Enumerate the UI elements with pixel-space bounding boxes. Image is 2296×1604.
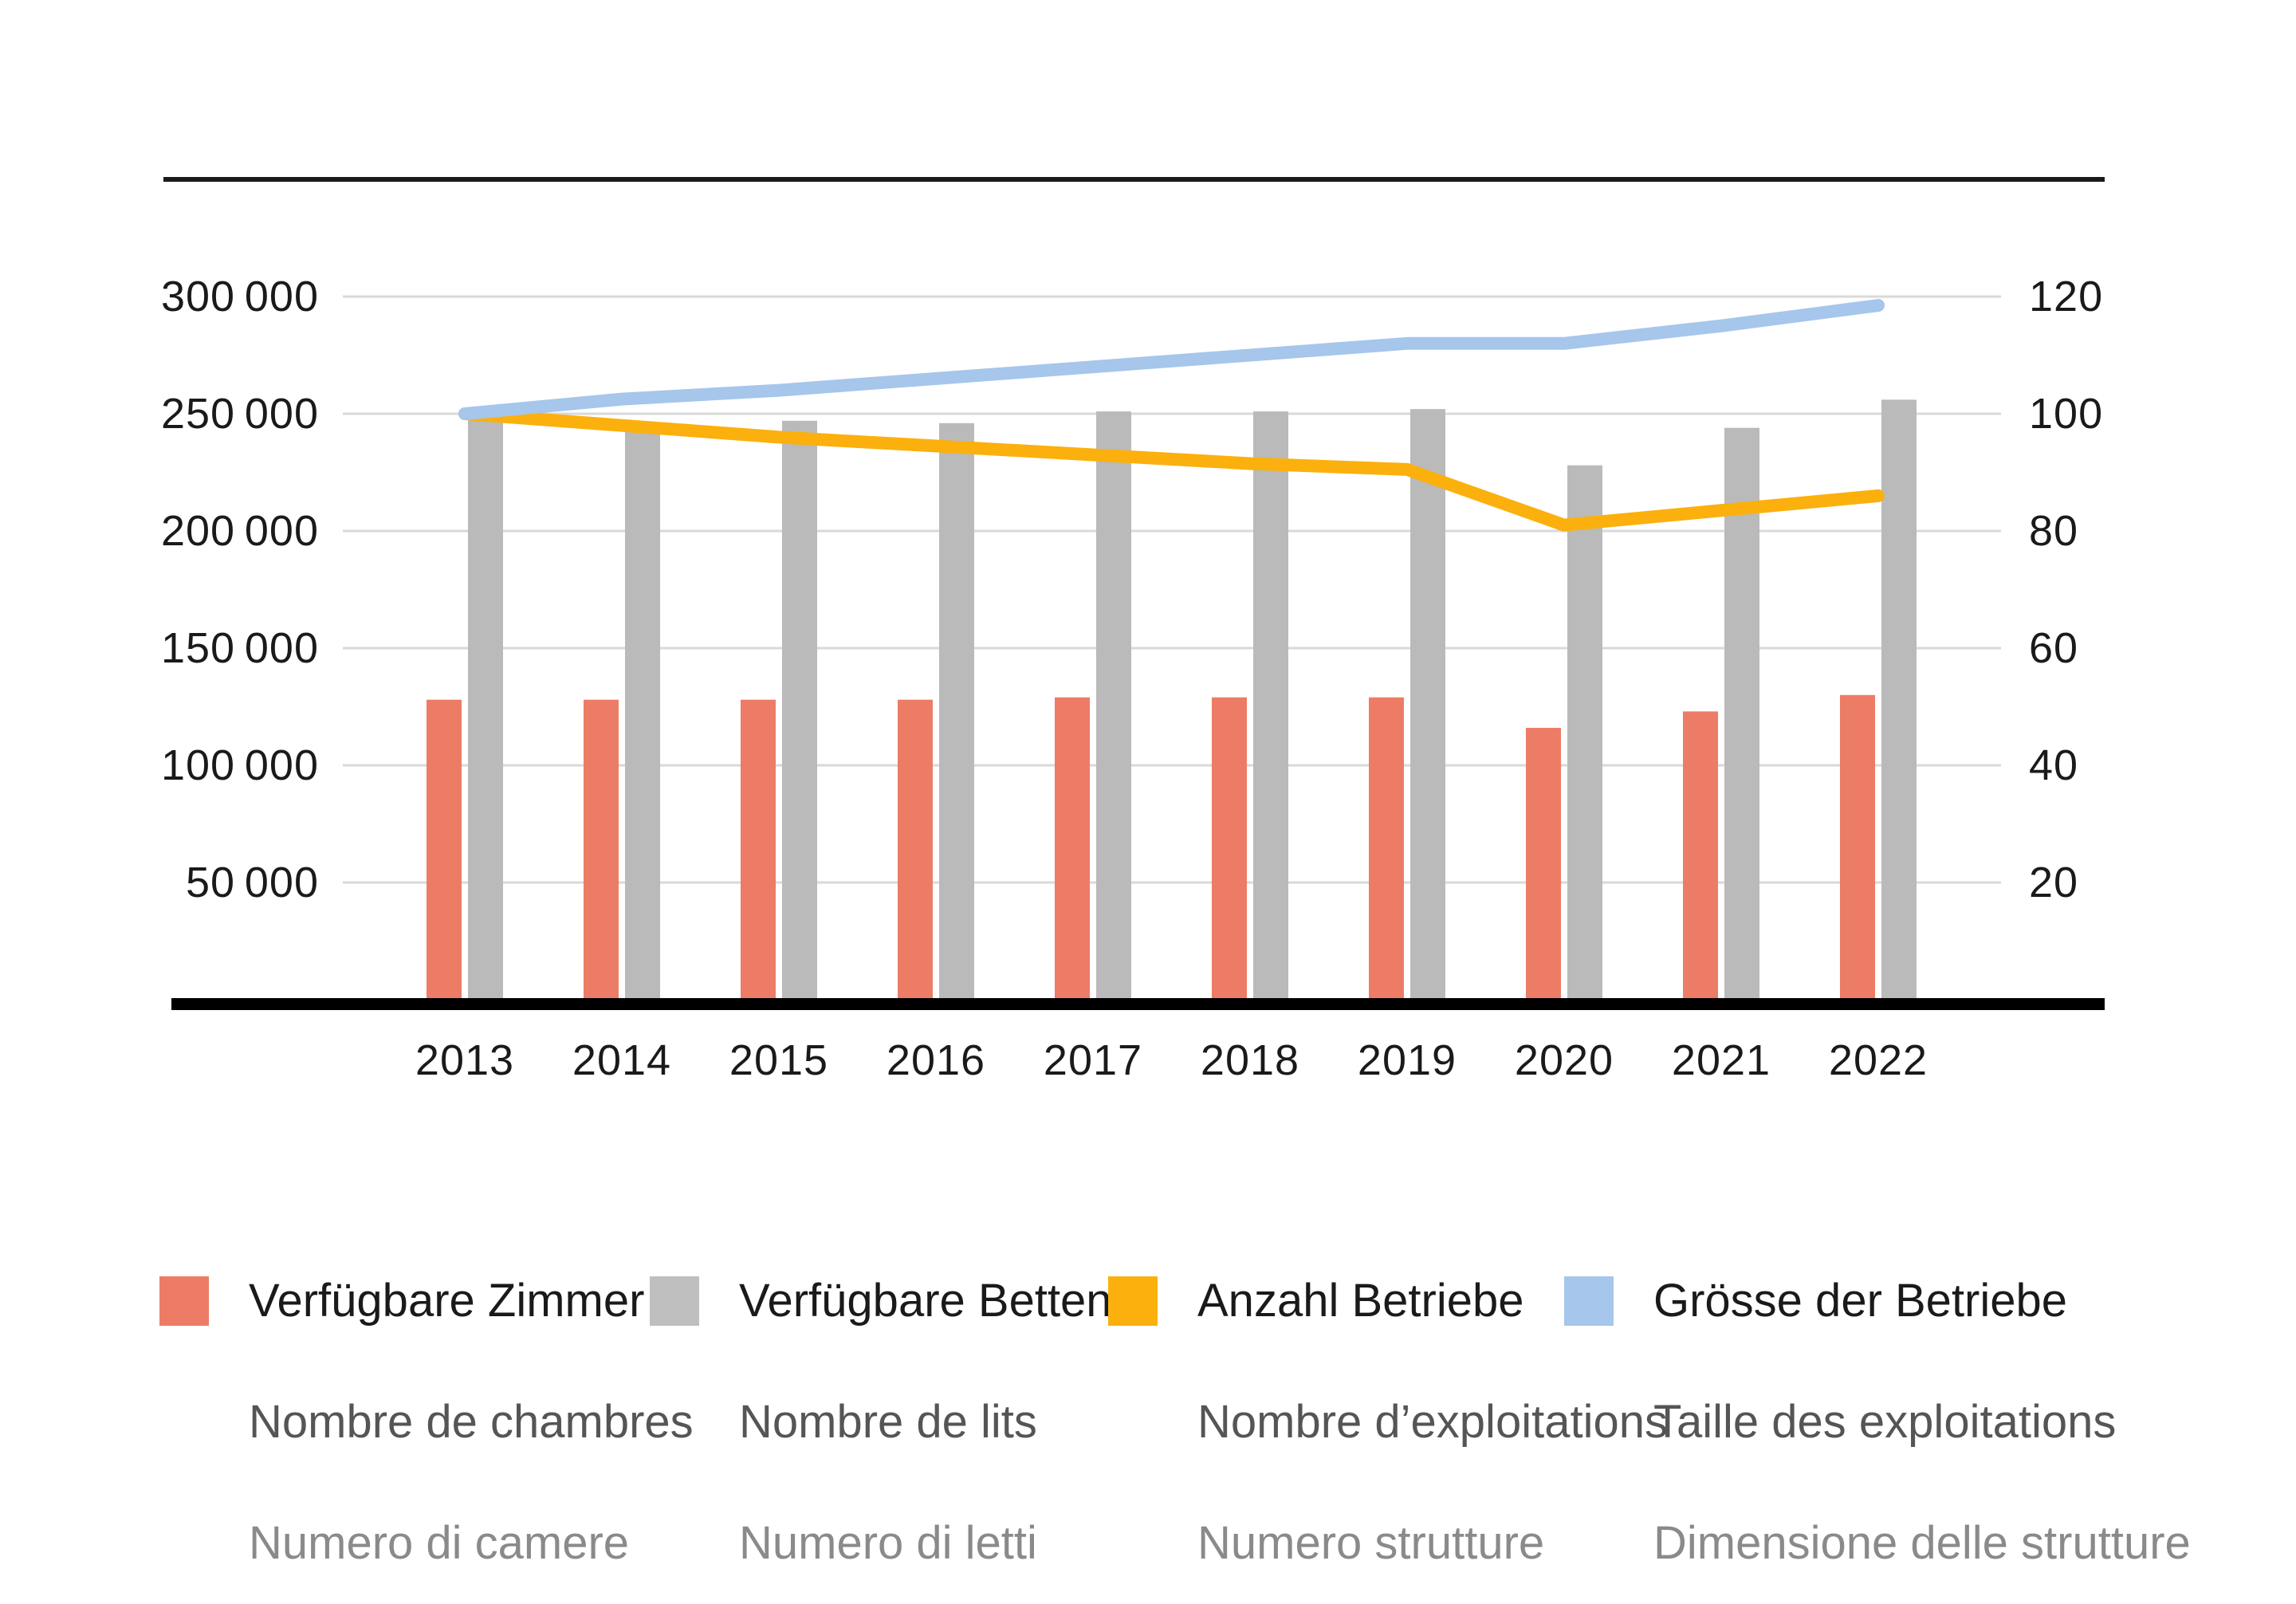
bar-betten-2015 xyxy=(782,420,817,1003)
bar-betten-2018 xyxy=(1253,411,1288,1003)
tick-left-250000: 250 000 xyxy=(160,390,319,438)
bar-zimmer-2013 xyxy=(427,699,462,1003)
year-label-2021: 2021 xyxy=(1671,1036,1771,1084)
bar-betten-2022 xyxy=(1881,399,1917,1003)
year-label-2016: 2016 xyxy=(886,1036,986,1084)
legend-label-line-1: Nombre de chambres xyxy=(249,1396,694,1448)
legend-label-line-2: Dimensione delle strutture xyxy=(1653,1517,2191,1569)
bar-betten-2020 xyxy=(1567,465,1602,1003)
bar-zimmer-2021 xyxy=(1683,711,1718,1003)
x-axis-line xyxy=(171,998,2105,1010)
legend-item-0: Verfügbare Zimmer Nombre de chambres Numer… xyxy=(159,1240,694,1604)
bar-betten-2016 xyxy=(939,423,974,1003)
top-rule xyxy=(163,177,2105,182)
legend-label-line-0: Grösse der Betriebe xyxy=(1653,1275,2068,1327)
legend-item-3: Grösse der Betriebe Taille des exploitati… xyxy=(1564,1240,2191,1604)
legend-swatch-icon xyxy=(1108,1276,1158,1326)
year-label-2014: 2014 xyxy=(572,1036,672,1084)
legend-labels: Grösse der Betriebe Taille des exploitati… xyxy=(1653,1240,2191,1604)
legend-item-1: Verfügbare Betten Nombre de lits Numero di… xyxy=(650,1240,1112,1604)
year-label-2022: 2022 xyxy=(1828,1036,1928,1084)
legend-label-line-1: Nombre d’exploitations xyxy=(1197,1396,1668,1448)
tick-right-80: 80 xyxy=(2029,507,2079,555)
bar-betten-2021 xyxy=(1724,427,1759,1003)
tick-right-60: 60 xyxy=(2029,624,2079,672)
legend-label-line-0: Verfügbare Zimmer xyxy=(249,1275,645,1327)
bar-betten-2014 xyxy=(625,423,660,1003)
bar-zimmer-2014 xyxy=(584,699,619,1003)
year-label-2013: 2013 xyxy=(415,1036,515,1084)
bar-zimmer-2018 xyxy=(1212,697,1247,1003)
legend-swatch-icon xyxy=(650,1276,699,1326)
bar-betten-2017 xyxy=(1096,411,1131,1003)
legend-labels: Verfügbare Zimmer Nombre de chambres Numer… xyxy=(249,1240,694,1604)
tick-left-200000: 200 000 xyxy=(160,507,319,555)
bar-betten-2013 xyxy=(468,418,503,1003)
tick-left-150000: 150 000 xyxy=(160,624,319,672)
legend-label-line-0: Anzahl Betriebe xyxy=(1197,1275,1524,1327)
year-label-2018: 2018 xyxy=(1200,1036,1300,1084)
legend-label-line-2: Numero di camere xyxy=(249,1517,630,1569)
legend-labels: Verfügbare Betten Nombre de lits Numero di… xyxy=(739,1240,1112,1604)
year-label-2019: 2019 xyxy=(1357,1036,1457,1084)
line-groesse xyxy=(458,299,1885,420)
legend-label-line-2: Numero di letti xyxy=(739,1517,1037,1569)
chart-legend: Verfügbare Zimmer Nombre de chambres Numer… xyxy=(0,1240,2296,1569)
bar-zimmer-2019 xyxy=(1369,697,1404,1003)
bar-zimmer-2016 xyxy=(898,699,933,1003)
tick-left-100000: 100 000 xyxy=(160,741,319,789)
tick-right-120: 120 xyxy=(2029,273,2104,320)
chart-page: { "page": { "background": "#ffffff" }, "… xyxy=(0,177,2296,1569)
tick-left-50000: 50 000 xyxy=(186,859,319,906)
legend-swatch-icon xyxy=(1564,1276,1614,1326)
bar-zimmer-2015 xyxy=(741,699,776,1003)
year-label-2020: 2020 xyxy=(1514,1036,1614,1084)
line-betriebe xyxy=(458,407,1885,532)
year-label-2015: 2015 xyxy=(729,1036,829,1084)
bar-zimmer-2020 xyxy=(1526,727,1561,1003)
tick-right-20: 20 xyxy=(2029,859,2079,906)
chart-canvas xyxy=(163,177,2105,1010)
legend-swatch-icon xyxy=(159,1276,209,1326)
bar-zimmer-2017 xyxy=(1055,697,1090,1003)
tick-right-100: 100 xyxy=(2029,390,2104,438)
bar-zimmer-2022 xyxy=(1840,694,1875,1003)
tick-right-40: 40 xyxy=(2029,741,2079,789)
legend-label-line-1: Nombre de lits xyxy=(739,1396,1037,1448)
bar-betten-2019 xyxy=(1410,409,1445,1003)
tick-left-300000: 300 000 xyxy=(160,273,319,320)
year-label-2017: 2017 xyxy=(1043,1036,1143,1084)
legend-label-line-1: Taille des exploitations xyxy=(1653,1396,2117,1448)
legend-label-line-0: Verfügbare Betten xyxy=(739,1275,1112,1327)
